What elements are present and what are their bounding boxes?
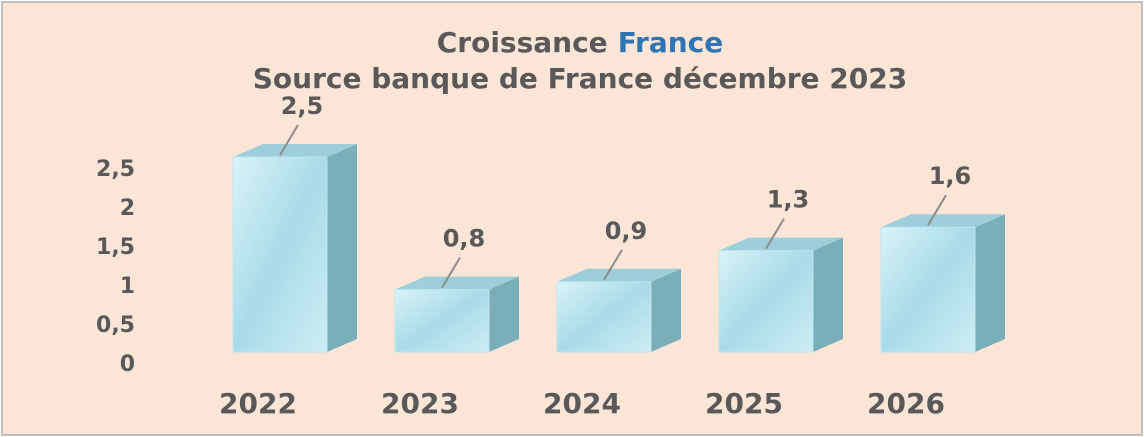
leader-line — [441, 257, 461, 289]
bar — [718, 250, 814, 353]
value-label: 0,8 — [443, 225, 486, 253]
bar — [232, 156, 328, 353]
bar-side — [651, 268, 681, 352]
bar-top — [881, 214, 1005, 228]
x-tick-label: 2023 — [381, 387, 459, 420]
bar-side — [813, 237, 843, 352]
bar-side — [489, 276, 519, 352]
leader-line — [765, 218, 785, 250]
y-tick-label: 1 — [120, 274, 135, 299]
bar-top — [557, 268, 681, 282]
title-part: Croissance — [437, 26, 608, 59]
title-part: France — [618, 26, 724, 59]
bar-side — [327, 144, 357, 352]
x-tick-label: 2025 — [705, 387, 783, 420]
y-tick-label: 1,5 — [96, 235, 135, 260]
bar-side — [975, 214, 1005, 352]
chart-subtitle: Source banque de France décembre 2023 — [253, 62, 907, 95]
value-label: 1,6 — [929, 162, 972, 190]
bar-top — [719, 237, 843, 251]
chart-title: Croissance France — [437, 26, 724, 59]
y-tick-label: 0,5 — [96, 313, 135, 338]
value-label: 2,5 — [281, 92, 324, 120]
value-label: 1,3 — [767, 186, 810, 214]
y-tick-label: 2 — [120, 196, 135, 221]
leader-line — [603, 249, 623, 281]
leader-line — [279, 124, 299, 156]
x-tick-label: 2026 — [867, 387, 945, 420]
x-tick-label: 2022 — [219, 387, 297, 420]
y-tick-label: 2,5 — [96, 157, 135, 182]
bar — [556, 281, 652, 353]
bar-top — [395, 276, 519, 290]
leader-line — [927, 194, 947, 226]
y-tick-label: 0 — [120, 352, 135, 377]
value-label: 0,9 — [605, 217, 648, 245]
bar-top — [233, 144, 357, 157]
x-tick-label: 2024 — [543, 387, 621, 420]
bar — [880, 226, 976, 353]
bar — [394, 289, 490, 353]
